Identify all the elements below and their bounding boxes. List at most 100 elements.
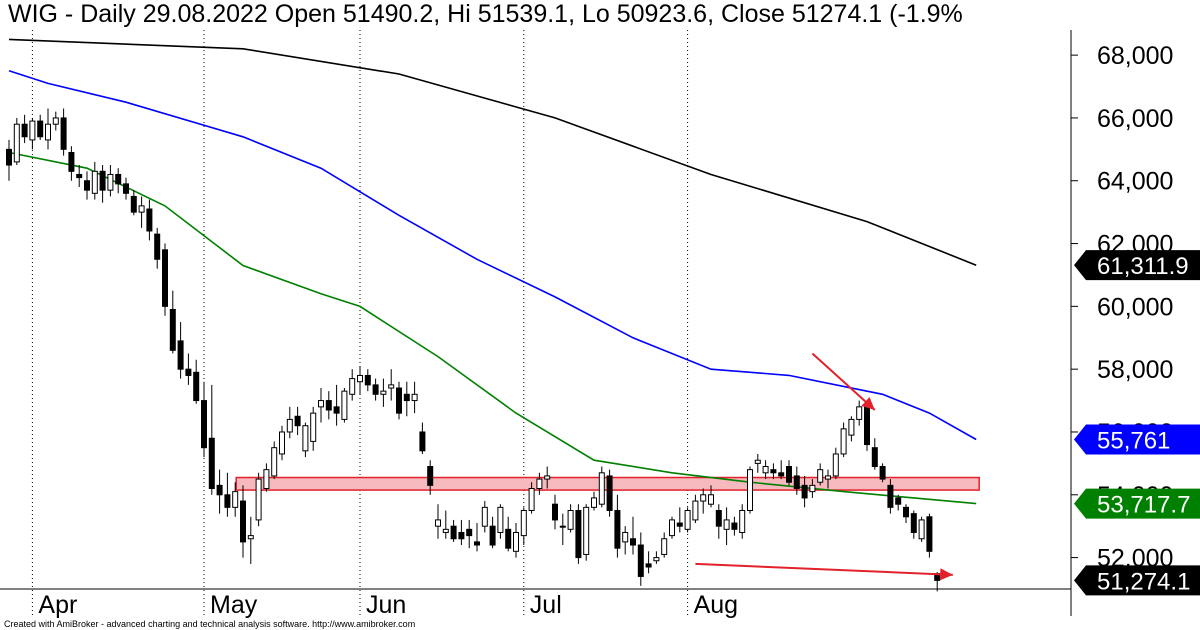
candle-body-down	[926, 516, 933, 552]
candle-body-up	[708, 494, 714, 505]
candle-body-up	[341, 390, 348, 420]
moving-average-line-1	[8, 38, 977, 266]
arrow-head	[939, 568, 953, 581]
candle	[559, 513, 566, 546]
candle	[497, 504, 504, 539]
candle-body-up	[832, 453, 839, 477]
candle	[676, 507, 683, 533]
candle	[130, 190, 137, 216]
candle	[567, 504, 574, 533]
candle-body-down	[676, 522, 683, 527]
candle-body-up	[567, 509, 574, 530]
candle-body-up	[318, 400, 324, 408]
candle	[255, 472, 262, 527]
candle-body-up	[388, 384, 395, 389]
value-tag-label: 53,717.7	[1097, 492, 1190, 519]
candle-body-up	[653, 557, 660, 562]
candle-body-up	[310, 412, 317, 442]
candle-body-up	[583, 506, 590, 555]
candle	[762, 460, 769, 480]
candle	[903, 504, 909, 524]
candle	[583, 504, 590, 561]
time-axis: Apr May Jun Jul Aug	[38, 591, 738, 619]
candle-body-up	[411, 393, 418, 402]
candle	[271, 441, 278, 480]
candle	[325, 391, 332, 420]
candle	[208, 384, 215, 495]
value-tag-box	[1074, 565, 1200, 596]
candle-body-down	[333, 406, 340, 414]
candle	[731, 516, 738, 536]
candle-body-down	[123, 183, 129, 194]
candle-body-down	[60, 117, 67, 150]
candle-body-down	[715, 509, 722, 527]
candle	[91, 161, 98, 200]
value-tag-box	[1074, 488, 1200, 519]
candle-body-up	[661, 538, 668, 555]
candle	[871, 438, 878, 470]
candle	[817, 463, 824, 486]
candle-body-down	[240, 500, 246, 543]
value-tags: 61,311.9 55,761 53,717.7 51,274.1	[1074, 250, 1200, 596]
candle	[279, 425, 285, 461]
candle-body-down	[770, 469, 777, 474]
candle-body-down	[645, 563, 652, 568]
candle	[684, 507, 691, 533]
candle-body-up	[513, 531, 519, 552]
candle	[661, 532, 668, 558]
candle-body-up	[380, 390, 387, 395]
candle-body-down	[185, 368, 192, 376]
candle-body-down	[208, 437, 215, 490]
grid	[31, 30, 689, 616]
candle-body-up	[684, 509, 691, 530]
candle-body-down	[37, 120, 44, 138]
candle	[910, 510, 917, 539]
candle-body-down	[910, 513, 917, 533]
candle	[926, 513, 933, 558]
candle-body-down	[396, 387, 402, 414]
candle-body-up	[138, 205, 145, 213]
candle	[591, 491, 597, 511]
candle-body-down	[786, 466, 792, 483]
candle	[786, 460, 792, 486]
candle-body-down	[903, 506, 909, 518]
x-tick-label: May	[210, 591, 258, 619]
candle	[622, 526, 629, 555]
candle-body-down	[887, 484, 894, 508]
candle-body-down	[201, 400, 207, 449]
candle	[520, 507, 527, 546]
candle-body-down	[614, 509, 621, 549]
candle	[513, 523, 519, 558]
candle	[247, 516, 254, 564]
candle	[84, 171, 90, 200]
candle	[723, 507, 730, 546]
candle	[388, 369, 395, 401]
candle	[536, 472, 543, 495]
candle	[146, 199, 153, 241]
candle-body-up	[669, 519, 675, 537]
candle	[653, 551, 660, 564]
candle	[669, 516, 675, 539]
x-tick-label: Aug	[694, 591, 738, 619]
candle	[770, 463, 777, 480]
candle-body-up	[856, 406, 863, 420]
candle-body-down	[419, 431, 426, 452]
candle-body-down	[99, 170, 106, 191]
candle-body-down	[489, 525, 496, 546]
y-tick-label: 58,000	[1097, 356, 1173, 384]
candle-body-down	[130, 195, 137, 213]
candle-body-up	[536, 478, 543, 490]
candle	[793, 466, 800, 495]
y-tick-label: 66,000	[1097, 105, 1173, 133]
candle-body-down	[403, 393, 410, 402]
candle-body-down	[879, 466, 886, 480]
candle-body-down	[84, 180, 90, 191]
candle	[403, 381, 410, 417]
moving-average-line-2	[8, 70, 977, 441]
x-tick-label: Jul	[530, 591, 562, 619]
candle	[435, 504, 441, 539]
y-tick-label: 64,000	[1097, 168, 1173, 196]
x-tick-label: Jun	[366, 591, 406, 619]
value-tag: 51,274.1	[1074, 565, 1200, 596]
candle	[715, 504, 722, 539]
